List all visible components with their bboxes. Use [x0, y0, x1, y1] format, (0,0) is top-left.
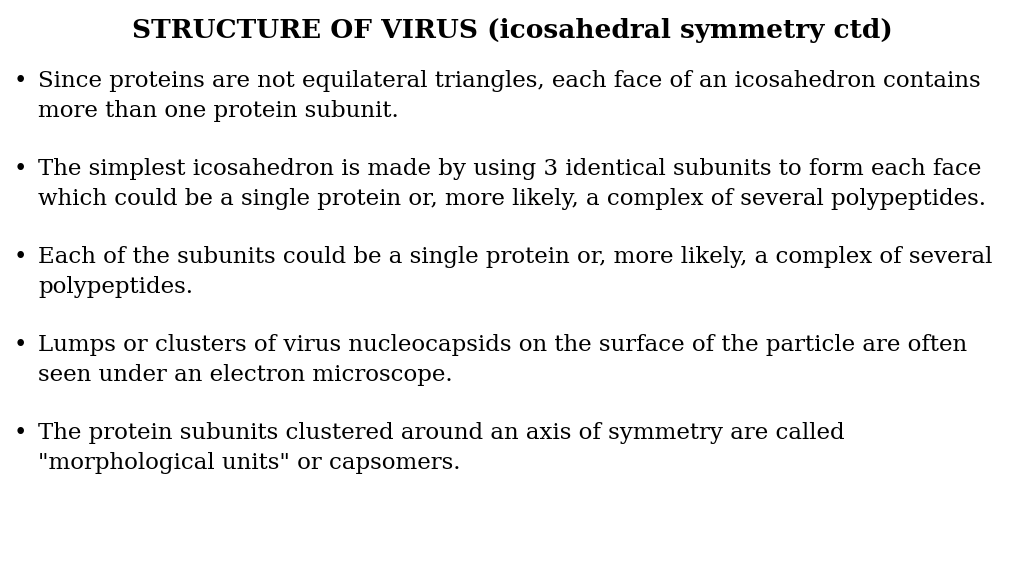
Text: polypeptides.: polypeptides.: [38, 276, 193, 298]
Text: seen under an electron microscope.: seen under an electron microscope.: [38, 364, 453, 386]
Text: •: •: [14, 422, 28, 444]
Text: Each of the subunits could be a single protein or, more likely, a complex of sev: Each of the subunits could be a single p…: [38, 246, 992, 268]
Text: The protein subunits clustered around an axis of symmetry are called: The protein subunits clustered around an…: [38, 422, 845, 444]
Text: •: •: [14, 70, 28, 92]
Text: STRUCTURE OF VIRUS (icosahedral symmetry ctd): STRUCTURE OF VIRUS (icosahedral symmetry…: [132, 18, 892, 43]
Text: •: •: [14, 158, 28, 180]
Text: "morphological units" or capsomers.: "morphological units" or capsomers.: [38, 452, 461, 474]
Text: •: •: [14, 246, 28, 268]
Text: Since proteins are not equilateral triangles, each face of an icosahedron contai: Since proteins are not equilateral trian…: [38, 70, 981, 92]
Text: •: •: [14, 334, 28, 356]
Text: Lumps or clusters of virus nucleocapsids on the surface of the particle are ofte: Lumps or clusters of virus nucleocapsids…: [38, 334, 967, 356]
Text: which could be a single protein or, more likely, a complex of several polypeptid: which could be a single protein or, more…: [38, 188, 986, 210]
Text: more than one protein subunit.: more than one protein subunit.: [38, 100, 398, 122]
Text: The simplest icosahedron is made by using 3 identical subunits to form each face: The simplest icosahedron is made by usin…: [38, 158, 981, 180]
